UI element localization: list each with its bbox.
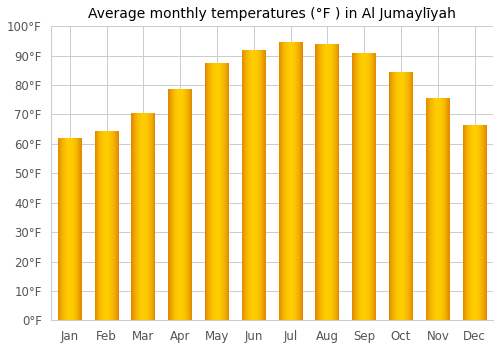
Title: Average monthly temperatures (°F ) in Al Jumaylīyah: Average monthly temperatures (°F ) in Al… [88,7,456,21]
